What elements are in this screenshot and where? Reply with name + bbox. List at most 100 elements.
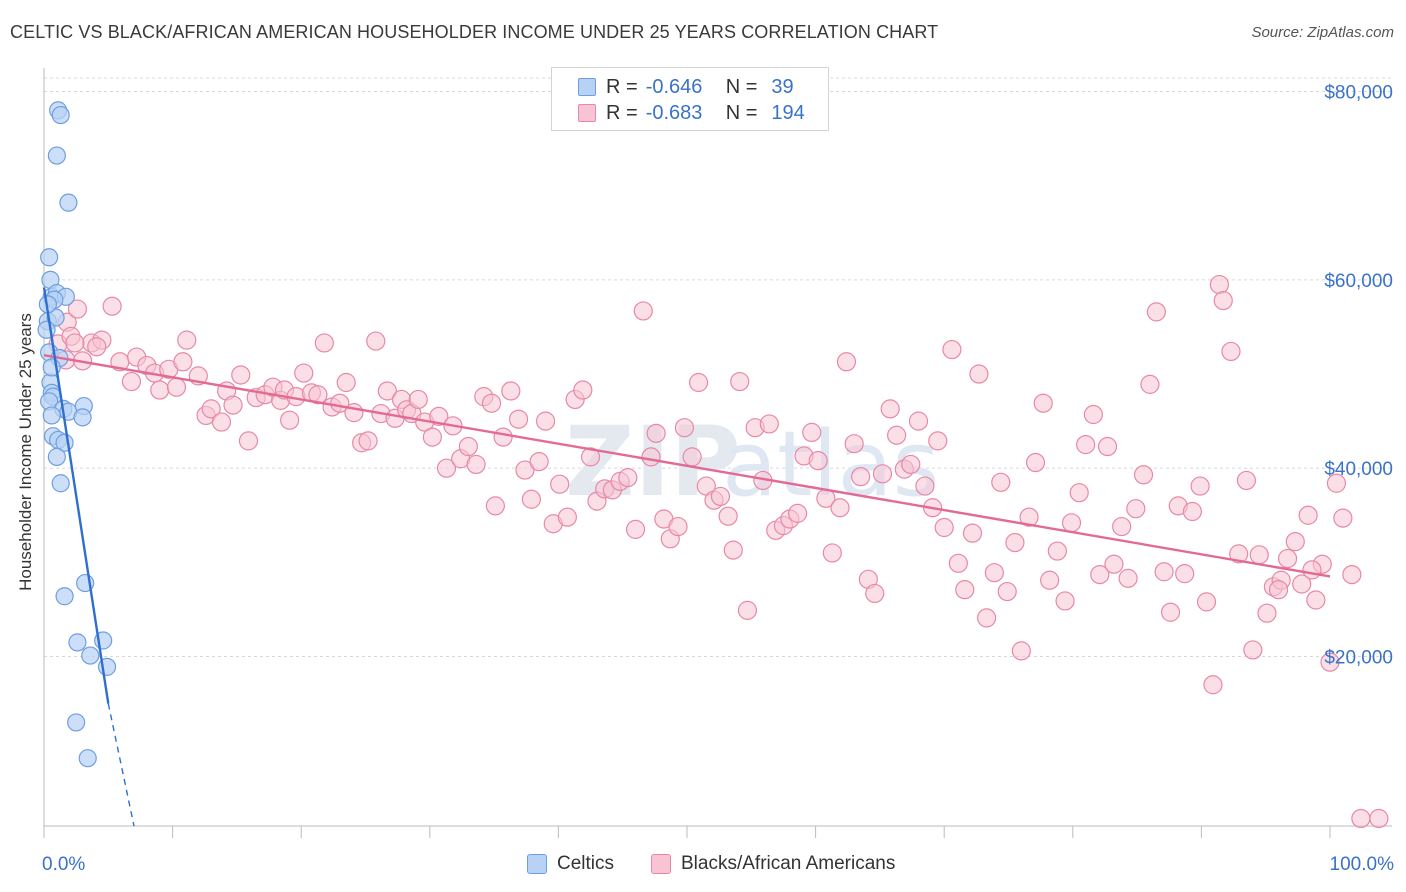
point-blacks-african-americans <box>1133 465 1154 485</box>
point-blacks-african-americans <box>1292 574 1312 594</box>
point-blacks-african-americans <box>1302 560 1322 580</box>
point-blacks-african-americans <box>668 516 688 537</box>
point-blacks-african-americans <box>1175 564 1195 584</box>
point-blacks-african-americans <box>535 411 556 431</box>
legend-n-label: N = <box>725 101 758 124</box>
point-blacks-african-americans <box>150 380 170 400</box>
point-blacks-african-americans <box>1221 341 1241 362</box>
point-blacks-african-americans <box>1140 374 1160 394</box>
point-blacks-african-americans <box>710 486 731 507</box>
y-tick-labels: $20,000 $40,000 $60,000 $80,000 <box>1324 83 1393 669</box>
point-blacks-african-americans <box>177 330 197 350</box>
point-blacks-african-americans <box>358 431 378 451</box>
point-blacks-african-americans <box>1025 452 1046 473</box>
legend-n-value: 39 <box>771 75 794 98</box>
point-blacks-african-americans <box>646 423 666 443</box>
point-blacks-african-americans <box>280 410 300 430</box>
chart-title: CELTIC VS BLACK/AFRICAN AMERICAN HOUSEHO… <box>10 22 939 42</box>
point-blacks-african-americans <box>1190 476 1210 496</box>
point-blacks-african-americans <box>808 451 828 471</box>
point-blacks-african-americans <box>737 600 758 620</box>
point-blacks-african-americans <box>550 474 570 494</box>
point-blacks-african-americans <box>1112 516 1132 537</box>
bottom-legend-label-blacks: Blacks/African Americans <box>681 853 896 874</box>
point-blacks-african-americans <box>688 372 709 393</box>
point-blacks-african-americans <box>915 476 935 496</box>
point-celtics <box>47 447 66 466</box>
point-blacks-african-americans <box>102 296 122 316</box>
point-blacks-african-americans <box>1236 470 1257 491</box>
point-blacks-african-americans <box>1097 436 1118 457</box>
point-celtics <box>81 646 100 665</box>
point-blacks-african-americans <box>436 458 457 478</box>
point-blacks-african-americans <box>1182 501 1202 522</box>
point-blacks-african-americans <box>366 331 386 351</box>
y-tick-label: $40,000 <box>1324 459 1393 480</box>
point-blacks-african-americans <box>1351 808 1371 829</box>
point-blacks-african-americans <box>901 454 921 475</box>
point-blacks-african-americans <box>1019 507 1039 527</box>
point-blacks-african-americans <box>718 506 738 526</box>
point-blacks-african-americans <box>1033 393 1053 413</box>
point-blacks-african-americans <box>557 507 578 527</box>
point-blacks-african-americans <box>730 371 750 392</box>
legend-r-value: -0.683 <box>645 101 703 124</box>
point-blacks-african-americans <box>65 333 85 353</box>
series-celtics <box>37 101 117 768</box>
point-blacks-african-americans <box>618 468 638 488</box>
point-blacks-african-americans <box>822 543 842 563</box>
trend-lines <box>42 287 1331 827</box>
point-blacks-african-americans <box>934 517 954 538</box>
point-blacks-african-americans <box>377 381 397 401</box>
correlation-legend: R = -0.646 N = 39 R = -0.683 N = 194 <box>551 67 829 131</box>
point-blacks-african-americans <box>231 365 251 385</box>
point-blacks-african-americans <box>1154 562 1174 582</box>
point-celtics <box>47 146 66 165</box>
point-blacks-african-americans <box>87 337 107 357</box>
point-blacks-african-americans <box>969 364 989 384</box>
point-celtics <box>42 406 61 425</box>
point-blacks-african-americans <box>308 385 328 405</box>
point-blacks-african-americans <box>573 380 593 400</box>
point-blacks-african-americans <box>1061 513 1082 533</box>
point-celtics <box>78 749 97 768</box>
point-blacks-african-americans <box>723 540 743 560</box>
point-blacks-african-americans <box>201 399 221 419</box>
bottom-legend-swatch-celtics <box>527 854 547 874</box>
point-celtics <box>40 248 59 267</box>
point-blacks-african-americans <box>977 608 997 628</box>
point-blacks-african-americans <box>422 427 442 447</box>
point-blacks-african-americans <box>1146 302 1166 322</box>
point-blacks-african-americans <box>625 519 646 539</box>
legend-n-label: N = <box>725 75 758 98</box>
point-blacks-african-americans <box>942 339 962 360</box>
chart-source: Source: ZipAtlas.com <box>1251 24 1394 41</box>
point-blacks-african-americans <box>211 412 232 432</box>
point-blacks-african-americans <box>1257 603 1277 623</box>
point-blacks-african-americans <box>1160 602 1181 622</box>
point-blacks-african-americans <box>787 503 808 523</box>
point-blacks-african-americans <box>1229 544 1249 564</box>
point-blacks-african-americans <box>802 422 822 443</box>
point-blacks-african-americans <box>674 418 695 438</box>
point-blacks-african-americans <box>908 411 929 431</box>
point-blacks-african-americans <box>1277 548 1298 569</box>
point-blacks-african-americans <box>997 581 1017 602</box>
point-blacks-african-americans <box>429 406 449 426</box>
point-blacks-african-americans <box>238 431 259 451</box>
bottom-legend-label-celtics: Celtics <box>557 853 615 874</box>
point-blacks-african-americans <box>521 489 541 509</box>
point-blacks-african-americans <box>1069 483 1089 503</box>
point-blacks-african-americans <box>1320 652 1340 672</box>
point-blacks-african-americans <box>223 395 243 415</box>
point-blacks-african-americans <box>508 409 529 429</box>
point-blacks-african-americans <box>830 498 850 518</box>
point-blacks-african-americans <box>580 447 601 467</box>
point-blacks-african-americans <box>633 301 653 321</box>
point-blacks-african-americans <box>408 389 428 410</box>
point-blacks-african-americans <box>173 352 193 372</box>
point-blacks-african-americans <box>485 496 505 516</box>
point-blacks-african-americans <box>1083 404 1103 425</box>
point-blacks-african-americans <box>1040 570 1060 590</box>
